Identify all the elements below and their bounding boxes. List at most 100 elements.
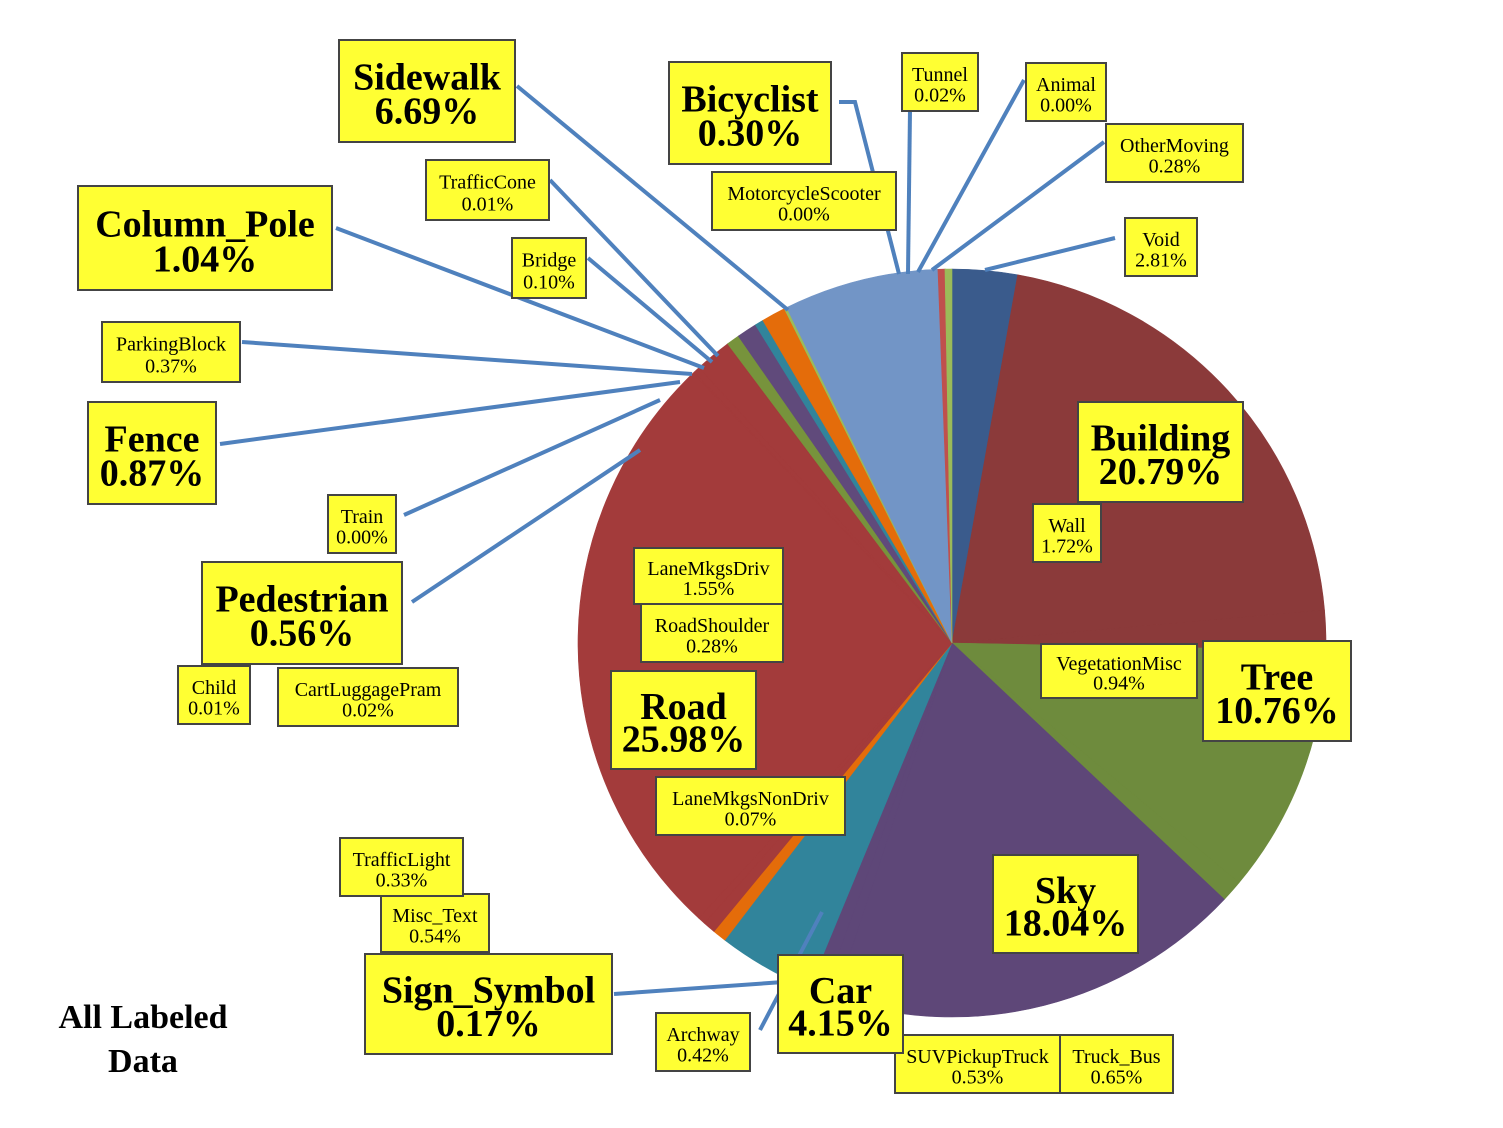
label-name-sign-symbol: Sign_Symbol — [382, 970, 595, 1012]
leader-trafficcone — [548, 178, 720, 358]
label-name-sky: Sky — [1035, 870, 1096, 912]
label-box-sign-symbol — [364, 953, 613, 1055]
label-box-misc-text — [380, 893, 490, 953]
leader-parkingblock — [241, 340, 693, 376]
label-pct-lanemkgsdriv: 1.55% — [683, 578, 735, 600]
label-pct-motorcyclescooter: 0.00% — [778, 204, 830, 226]
leader-animal — [916, 79, 1026, 273]
label-box-road — [610, 670, 757, 770]
label-name-lanemkgsnondriv: LaneMkgsNonDriv — [672, 788, 829, 810]
label-name-car: Car — [809, 970, 872, 1012]
label-name-truck-bus: Truck_Bus — [1072, 1046, 1160, 1068]
label-pct-sky: 18.04% — [1004, 902, 1128, 944]
label-box-sidewalk — [338, 39, 516, 143]
label-box-column-pole — [77, 185, 333, 291]
label-box-child — [177, 665, 251, 725]
label-name-trafficlight: TrafficLight — [353, 849, 451, 871]
label-pct-animal: 0.00% — [1040, 95, 1092, 117]
label-box-lanemkgsnondriv — [655, 776, 846, 836]
leader-sidewalk — [515, 84, 790, 312]
label-pct-building: 20.79% — [1099, 451, 1223, 493]
label-box-void — [1124, 217, 1198, 277]
label-name-column-pole: Column_Pole — [95, 203, 315, 245]
label-pct-sidewalk: 6.69% — [375, 91, 480, 133]
label-name-vegetationmisc: VegetationMisc — [1056, 653, 1182, 675]
label-name-pedestrian: Pedestrian — [215, 579, 388, 621]
label-pct-archway: 0.42% — [677, 1045, 729, 1067]
label-pct-child: 0.01% — [188, 698, 240, 720]
slice-othermoving — [945, 268, 953, 644]
label-pct-sign-symbol: 0.17% — [436, 1003, 541, 1045]
label-pct-train: 0.00% — [336, 527, 388, 549]
label-name-archway: Archway — [666, 1024, 739, 1046]
label-box-lanemkgsdriv — [633, 547, 784, 605]
label-name-motorcyclescooter: MotorcycleScooter — [727, 183, 881, 205]
label-name-sidewalk: Sidewalk — [353, 57, 502, 99]
label-name-void: Void — [1142, 229, 1179, 251]
label-name-roadshoulder: RoadShoulder — [655, 615, 770, 637]
leader-pedestrian — [410, 448, 642, 604]
leader-train — [403, 398, 661, 517]
label-pct-parkingblock: 0.37% — [145, 355, 197, 377]
label-pct-fence: 0.87% — [100, 453, 205, 495]
label-pct-truck-bus: 0.65% — [1091, 1067, 1143, 1089]
label-name-misc-text: Misc_Text — [392, 905, 478, 927]
slice-labels: Void2.81%Building20.79%Wall1.72%Tree10.7… — [77, 39, 1352, 1094]
label-box-fence — [87, 401, 217, 505]
label-box-bridge — [511, 237, 587, 299]
label-name-building: Building — [1091, 418, 1230, 460]
label-box-vegetationmisc — [1040, 643, 1198, 699]
label-pct-bridge: 0.10% — [523, 271, 575, 293]
label-box-cartluggagepram — [277, 667, 459, 727]
label-box-roadshoulder — [640, 603, 784, 663]
label-pct-roadshoulder: 0.28% — [686, 636, 738, 658]
label-pct-trafficlight: 0.33% — [376, 870, 428, 892]
label-name-train: Train — [341, 506, 384, 528]
label-pct-trafficcone: 0.01% — [462, 193, 514, 215]
label-box-tunnel — [901, 52, 979, 112]
label-pct-tree: 10.76% — [1215, 690, 1339, 732]
label-pct-cartluggagepram: 0.02% — [342, 700, 394, 722]
label-pct-wall: 1.72% — [1041, 536, 1093, 558]
label-box-trafficcone — [425, 159, 550, 221]
leader-tunnel — [906, 109, 912, 275]
label-name-trafficcone: TrafficCone — [439, 172, 536, 194]
label-box-pedestrian — [201, 561, 403, 665]
label-name-bridge: Bridge — [522, 250, 577, 272]
label-pct-road: 25.98% — [622, 718, 746, 760]
label-box-animal — [1025, 62, 1107, 122]
label-box-truck-bus — [1059, 1034, 1174, 1094]
label-pct-tunnel: 0.02% — [914, 85, 966, 107]
label-name-cartluggagepram: CartLuggagePram — [295, 679, 442, 701]
label-pct-pedestrian: 0.56% — [250, 613, 355, 655]
label-name-lanemkgsdriv: LaneMkgsDriv — [647, 558, 769, 580]
label-name-tree: Tree — [1241, 657, 1313, 699]
label-pct-suvpickuptruck: 0.53% — [952, 1067, 1004, 1089]
label-name-wall: Wall — [1048, 515, 1086, 537]
